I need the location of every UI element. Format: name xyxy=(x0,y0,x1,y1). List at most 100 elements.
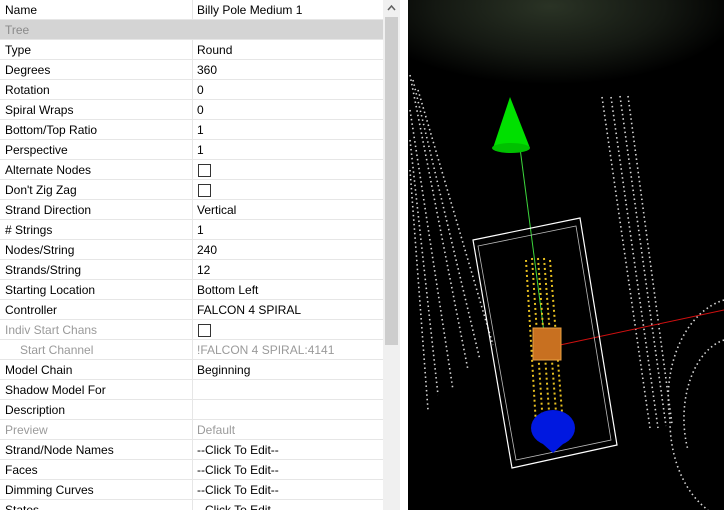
property-label: Strand/Node Names xyxy=(5,443,114,457)
property-value: Round xyxy=(197,43,233,57)
checkbox xyxy=(198,324,211,337)
property-row[interactable]: # Strings 1 xyxy=(0,220,383,240)
checkbox[interactable] xyxy=(198,184,211,197)
property-label: Faces xyxy=(5,463,38,477)
property-label: Bottom/Top Ratio xyxy=(5,123,98,137)
property-value: 12 xyxy=(197,263,211,277)
column-separator xyxy=(192,200,193,220)
column-separator xyxy=(192,40,193,60)
property-row[interactable]: Bottom/Top Ratio 1 xyxy=(0,120,383,140)
property-label: Name xyxy=(5,3,38,17)
property-value: Billy Pole Medium 1 xyxy=(197,3,303,17)
center-handle[interactable] xyxy=(532,327,562,361)
property-label: Shadow Model For xyxy=(5,383,106,397)
category-label: Tree xyxy=(5,23,30,37)
property-label: Don't Zig Zag xyxy=(5,183,77,197)
foliage xyxy=(408,0,724,130)
property-label: Model Chain xyxy=(5,363,73,377)
property-label: Starting Location xyxy=(5,283,96,297)
column-separator xyxy=(192,480,193,500)
property-row[interactable]: Strand/Node Names --Click To Edit-- xyxy=(0,440,383,460)
property-row[interactable]: Type Round xyxy=(0,40,383,60)
property-label: Alternate Nodes xyxy=(5,163,92,177)
property-label: Strands/String xyxy=(5,263,82,277)
property-label: Nodes/String xyxy=(5,243,75,257)
property-value: Default xyxy=(197,423,236,437)
property-value: 0 xyxy=(197,83,204,97)
property-row[interactable]: Nodes/String 240 xyxy=(0,240,383,260)
property-value: Beginning xyxy=(197,363,251,377)
property-label: Spiral Wraps xyxy=(5,103,74,117)
property-label: Rotation xyxy=(5,83,50,97)
property-value: --Click To Edit-- xyxy=(197,503,279,510)
property-value: 1 xyxy=(197,223,204,237)
property-row[interactable]: Shadow Model For xyxy=(0,380,383,400)
column-separator xyxy=(192,420,193,440)
property-value: 1 xyxy=(197,123,204,137)
property-label: # Strings xyxy=(5,223,53,237)
property-row[interactable]: Controller FALCON 4 SPIRAL xyxy=(0,300,383,320)
property-row[interactable]: Alternate Nodes xyxy=(0,160,383,180)
scroll-up[interactable] xyxy=(383,0,400,17)
property-row[interactable]: Starting Location Bottom Left xyxy=(0,280,383,300)
column-separator xyxy=(192,400,193,420)
column-separator xyxy=(192,80,193,100)
property-row[interactable]: Preview Default xyxy=(0,420,383,440)
column-separator xyxy=(192,300,193,320)
property-row[interactable]: Degrees 360 xyxy=(0,60,383,80)
column-separator xyxy=(192,220,193,240)
property-row[interactable]: States --Click To Edit-- xyxy=(0,500,383,510)
property-label: Perspective xyxy=(5,143,68,157)
property-label: Dimming Curves xyxy=(5,483,94,497)
property-row[interactable]: Tree xyxy=(0,20,383,40)
property-row[interactable]: Name Billy Pole Medium 1 xyxy=(0,0,383,20)
property-label: Type xyxy=(5,43,32,57)
3d-preview[interactable] xyxy=(408,0,724,510)
bounding-box xyxy=(472,217,618,469)
scale-handle-tip xyxy=(534,436,572,453)
property-row[interactable]: Faces --Click To Edit-- xyxy=(0,460,383,480)
column-separator xyxy=(192,500,193,510)
property-grid: Name Billy Pole Medium 1 Tree Type Round Degr… xyxy=(0,0,383,510)
x-axis-handle xyxy=(559,309,724,346)
column-separator xyxy=(192,360,193,380)
property-value: 0 xyxy=(197,103,204,117)
scroll-thumb[interactable] xyxy=(385,17,398,345)
property-label: Start Channel xyxy=(20,343,94,357)
property-value: FALCON 4 SPIRAL xyxy=(197,303,302,317)
column-separator xyxy=(192,140,193,160)
y-arrow[interactable] xyxy=(493,97,530,148)
column-separator xyxy=(192,280,193,300)
column-separator xyxy=(192,440,193,460)
property-row[interactable]: Indiv Start Chans xyxy=(0,320,383,340)
property-row[interactable]: Strand Direction Vertical xyxy=(0,200,383,220)
column-separator xyxy=(192,260,193,280)
property-row[interactable]: Spiral Wraps 0 xyxy=(0,100,383,120)
column-separator xyxy=(192,320,193,340)
scrollbar[interactable] xyxy=(383,0,400,510)
property-row[interactable]: Perspective 1 xyxy=(0,140,383,160)
property-label: Description xyxy=(5,403,66,417)
property-row[interactable]: Strands/String 12 xyxy=(0,260,383,280)
property-row[interactable]: Dimming Curves --Click To Edit-- xyxy=(0,480,383,500)
property-row[interactable]: Rotation 0 xyxy=(0,80,383,100)
property-value: Bottom Left xyxy=(197,283,259,297)
property-value: 360 xyxy=(197,63,218,77)
property-row[interactable]: Model Chain Beginning xyxy=(0,360,383,380)
property-row[interactable]: Don't Zig Zag xyxy=(0,180,383,200)
column-separator xyxy=(192,380,193,400)
property-row[interactable]: Start Channel !FALCON 4 SPIRAL:4141 xyxy=(0,340,383,360)
column-separator xyxy=(192,160,193,180)
property-label: Preview xyxy=(5,423,48,437)
column-separator xyxy=(192,100,193,120)
property-label: States xyxy=(5,503,40,510)
checkbox[interactable] xyxy=(198,164,211,177)
dotted-strands xyxy=(409,74,724,510)
column-separator xyxy=(192,0,193,20)
property-row[interactable]: Description xyxy=(0,400,383,420)
column-separator xyxy=(192,340,193,360)
property-label: Degrees xyxy=(5,63,51,77)
y-arrow-base xyxy=(492,143,530,153)
property-value: 240 xyxy=(197,243,218,257)
